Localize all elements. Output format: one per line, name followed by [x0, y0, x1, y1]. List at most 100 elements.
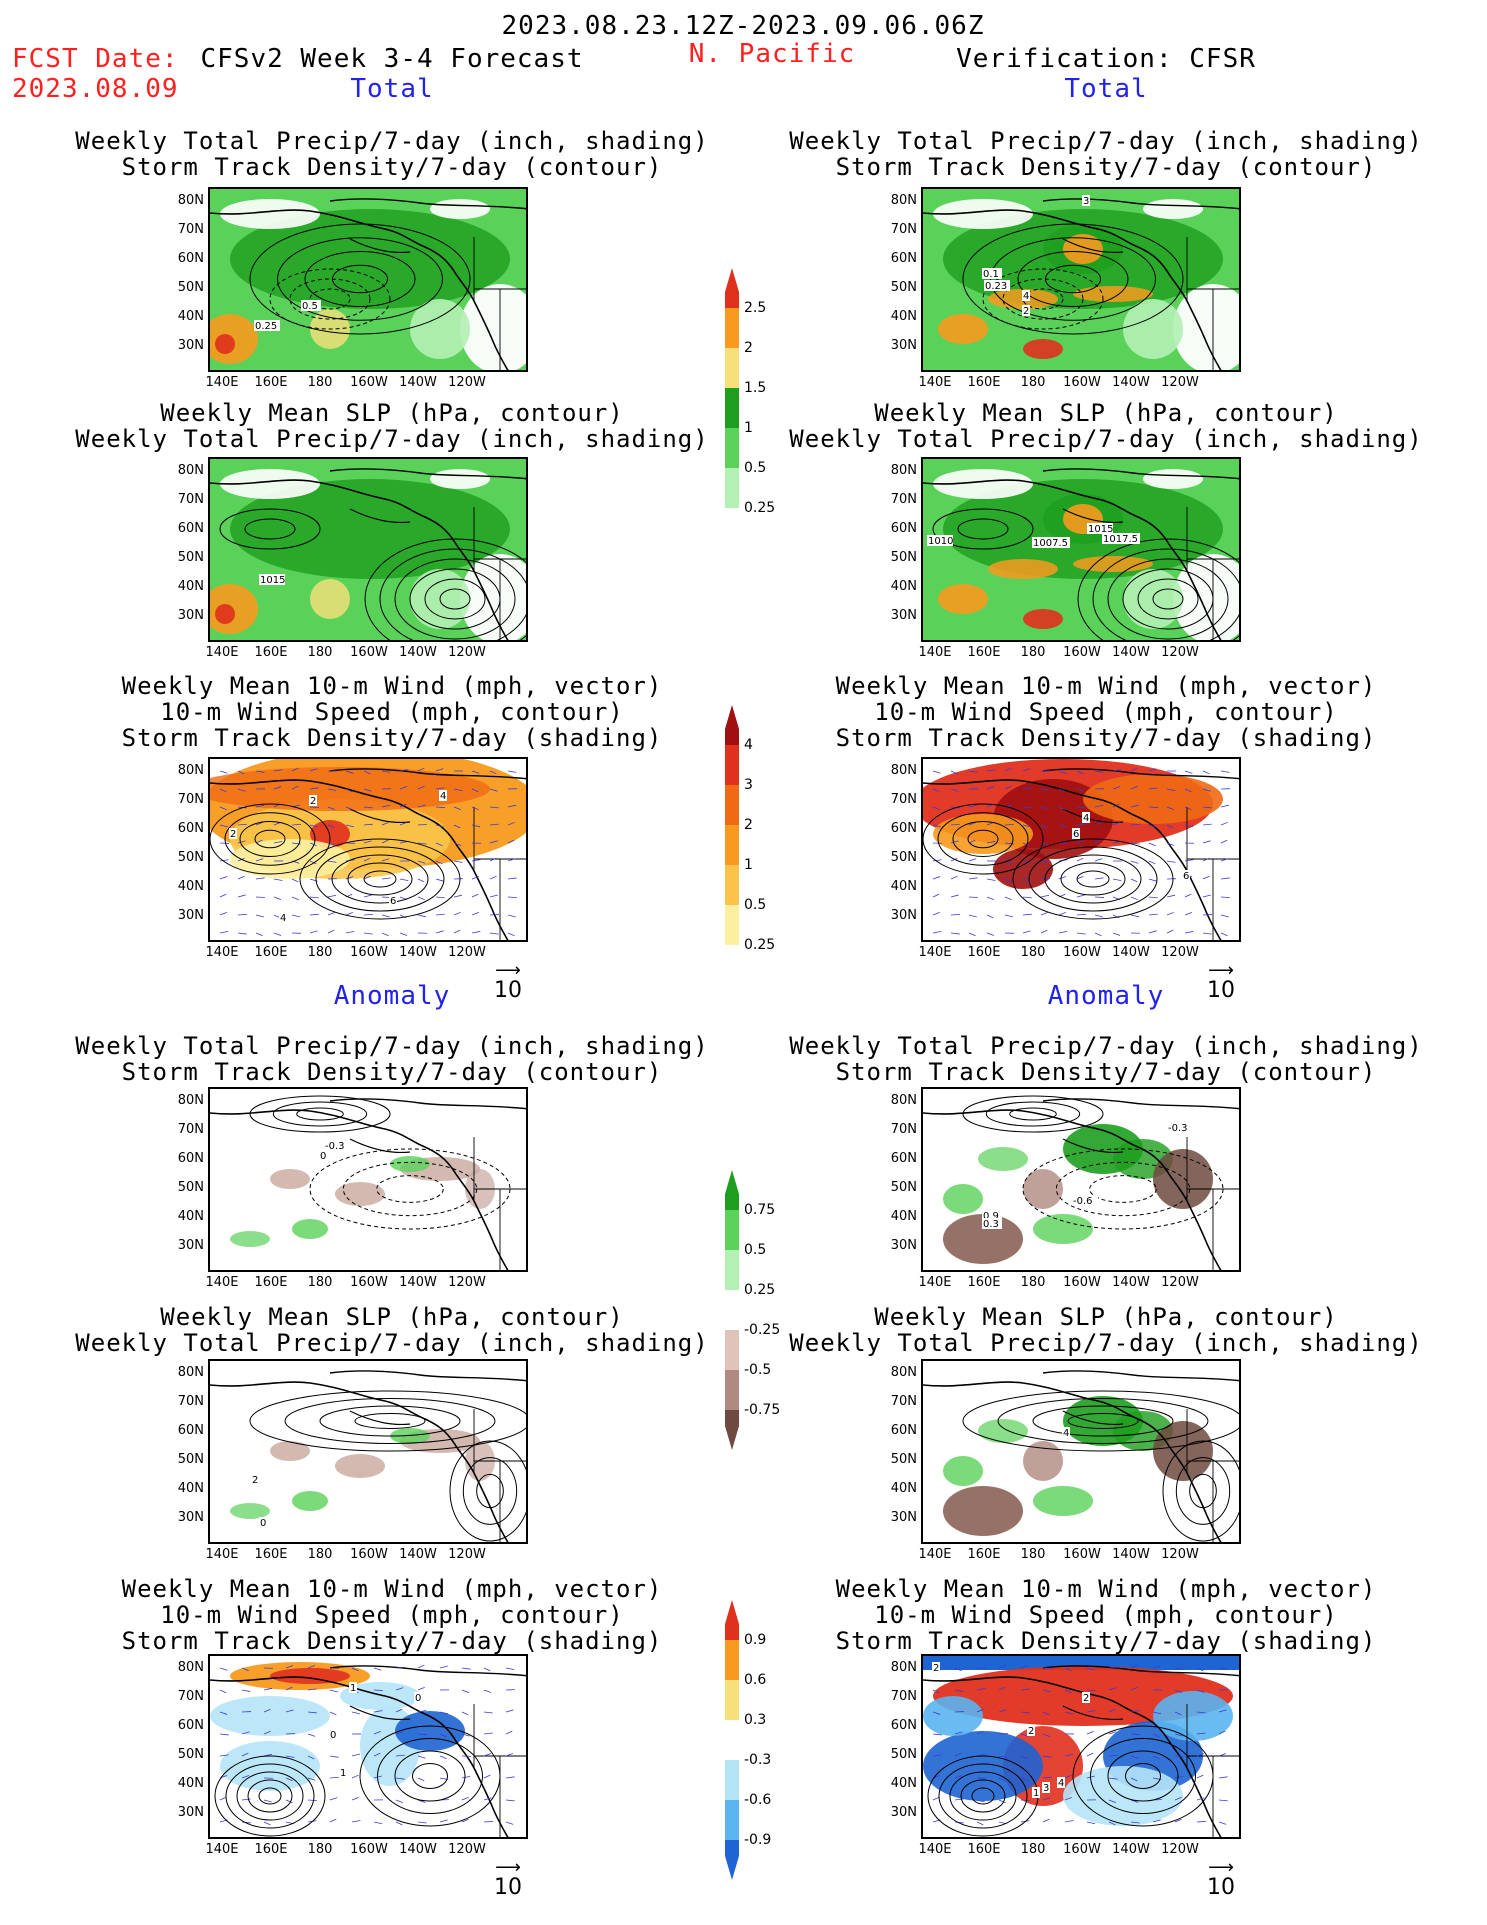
- lat-label: 50N: [890, 550, 917, 565]
- svg-text:1: 1: [1033, 1788, 1039, 1799]
- lat-label: 40N: [890, 309, 917, 324]
- lat-label: 70N: [890, 792, 917, 807]
- lon-label: 180: [1020, 945, 1046, 960]
- svg-text:0: 0: [320, 1151, 326, 1162]
- map-plot: 1 0 0 1: [210, 1656, 526, 1837]
- reference-arrow-icon: ⟶: [495, 960, 521, 981]
- lon-label: 140W: [1112, 375, 1150, 390]
- svg-text:2: 2: [252, 1475, 258, 1486]
- colorbar-storm_total: [725, 705, 739, 945]
- svg-text:0.25: 0.25: [255, 321, 277, 332]
- map-plot: 3 0.10.23 4 2: [923, 189, 1239, 370]
- lon-label: 180: [1020, 1547, 1046, 1562]
- colorbar-label: -0.6: [744, 1792, 772, 1808]
- map-panel-1-right: 3 0.1 0.23 4 2: [921, 187, 1241, 372]
- colorbar-segment: [725, 268, 739, 308]
- reference-arrow-icon: ⟶: [1208, 960, 1234, 981]
- lat-label: 30N: [890, 1510, 917, 1525]
- colorbar-label: -0.3: [744, 1752, 772, 1768]
- svg-text:2: 2: [1083, 1693, 1089, 1704]
- panel-title-line: 10-m Wind Speed (mph, contour): [874, 698, 1338, 726]
- lat-label: 60N: [890, 251, 917, 266]
- lon-label: 140W: [1112, 1547, 1150, 1562]
- colorbar-label: 4: [744, 737, 753, 753]
- map-plot: 4: [923, 1361, 1239, 1542]
- lat-label: 50N: [890, 1180, 917, 1195]
- lat-label: 70N: [177, 1689, 204, 1704]
- lat-label: 50N: [177, 1180, 204, 1195]
- lat-label: 50N: [890, 280, 917, 295]
- lon-label: 140W: [1112, 1275, 1150, 1290]
- panel-title-4-left: Weekly Total Precip/7-day (inch, shading…: [75, 1033, 708, 1085]
- svg-text:2: 2: [310, 796, 316, 807]
- lat-label: 70N: [177, 1122, 204, 1137]
- lat-label: 60N: [890, 1151, 917, 1166]
- lon-label: 180: [307, 1842, 333, 1857]
- colorbar-segment: [725, 865, 739, 905]
- lat-label: 60N: [890, 821, 917, 836]
- panel-title-line: Storm Track Density/7-day (shading): [835, 724, 1377, 752]
- lat-label: 80N: [177, 463, 204, 478]
- map-panel-4-right: -0.3 -0.6 0.9 0.3: [921, 1087, 1241, 1272]
- colorbar-precip_total: [725, 268, 739, 508]
- panel-title-5-right: Weekly Mean SLP (hPa, contour) Weekly Tot…: [789, 1304, 1422, 1356]
- vector-reference-value: 10: [1207, 978, 1235, 1003]
- lat-label: 30N: [177, 1510, 204, 1525]
- colorbar-segment: [725, 1210, 739, 1250]
- colorbar-label: 0.25: [744, 937, 776, 953]
- panel-title-line: Weekly Mean 10-m Wind (mph, vector): [121, 672, 663, 700]
- colorbar-segment: [725, 308, 739, 348]
- panel-title-4-right: Weekly Total Precip/7-day (inch, shading…: [789, 1033, 1422, 1085]
- svg-text:1: 1: [350, 1683, 356, 1694]
- map-panel-2-right: 1010 1007.5 1015 1017.5: [921, 457, 1241, 642]
- svg-text:4: 4: [1083, 813, 1089, 824]
- lon-label: 120W: [448, 1275, 486, 1290]
- panel-title-5-left: Weekly Mean SLP (hPa, contour) Weekly Tot…: [75, 1304, 708, 1356]
- svg-text:1007.5: 1007.5: [1033, 538, 1068, 549]
- panel-title-2-left: Weekly Mean SLP (hPa, contour) Weekly Tot…: [75, 400, 708, 452]
- lon-label: 140E: [918, 1275, 952, 1290]
- colorbar-label: 1.5: [744, 380, 767, 396]
- svg-text:2: 2: [933, 1663, 939, 1674]
- colorbar-label: 0.25: [744, 500, 776, 516]
- colorbar-segment: [725, 388, 739, 428]
- colorbar-label: 0.9: [744, 1632, 767, 1648]
- map-panel-6-left: 1 0 0 1: [208, 1654, 528, 1839]
- map-plot: 20: [210, 1361, 526, 1542]
- colorbar-segment: [725, 785, 739, 825]
- colorbar-segment: [725, 348, 739, 388]
- panel-title-line: Weekly Mean SLP (hPa, contour): [874, 1303, 1338, 1331]
- lat-label: 80N: [890, 1093, 917, 1108]
- svg-text:2: 2: [1028, 1726, 1034, 1737]
- lat-label: 70N: [177, 1394, 204, 1409]
- colorbar-segment: [725, 705, 739, 745]
- lon-label: 140E: [205, 375, 239, 390]
- lon-label: 180: [307, 1547, 333, 1562]
- fcst-date-label: FCST Date:: [12, 44, 179, 74]
- lon-label: 160W: [350, 1275, 388, 1290]
- lon-label: 160E: [254, 1275, 288, 1290]
- lat-label: 40N: [177, 1776, 204, 1791]
- map-plot: 466: [923, 759, 1239, 940]
- lon-label: 140E: [205, 945, 239, 960]
- vector-reference-value: 10: [494, 978, 522, 1003]
- lat-label: 50N: [177, 280, 204, 295]
- panel-title-line: Weekly Total Precip/7-day (inch, shading…: [789, 425, 1423, 453]
- lon-label: 120W: [448, 1547, 486, 1562]
- lat-label: 80N: [177, 763, 204, 778]
- lon-label: 120W: [448, 375, 486, 390]
- lat-label: 30N: [890, 338, 917, 353]
- lon-label: 140W: [1112, 645, 1150, 660]
- vector-reference: ⟶ 10: [488, 960, 528, 1004]
- lon-label: 160E: [967, 1275, 1001, 1290]
- panel-title-line: Storm Track Density/7-day (contour): [121, 1058, 663, 1086]
- lon-label: 160W: [350, 645, 388, 660]
- lat-label: 80N: [890, 463, 917, 478]
- lat-label: 60N: [890, 1423, 917, 1438]
- svg-text:4: 4: [440, 791, 446, 802]
- lon-label: 160W: [350, 1842, 388, 1857]
- svg-text:1017.5: 1017.5: [1103, 534, 1138, 545]
- lon-label: 140E: [205, 645, 239, 660]
- colorbar-segment: [725, 1290, 739, 1330]
